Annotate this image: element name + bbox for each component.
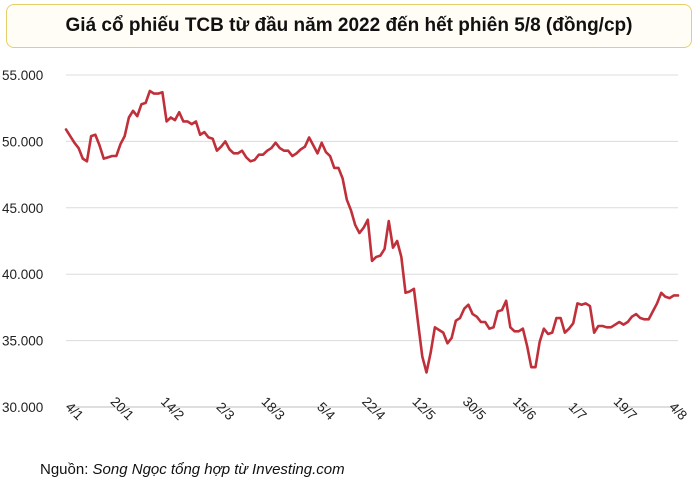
x-tick-label: 20/1 — [108, 394, 137, 423]
y-tick-label: 55.000 — [2, 68, 43, 83]
y-tick-label: 35.000 — [2, 334, 43, 349]
chart-title-box: Giá cổ phiếu TCB từ đầu năm 2022 đến hết… — [6, 4, 692, 48]
y-tick-label: 30.000 — [2, 400, 43, 415]
source-note: Nguồn: Song Ngọc tổng hợp từ Investing.c… — [40, 461, 345, 478]
y-tick-label: 40.000 — [2, 267, 43, 282]
x-tick-label: 4/1 — [63, 399, 87, 423]
chart-title: Giá cổ phiếu TCB từ đầu năm 2022 đến hết… — [65, 15, 633, 36]
x-tick-label: 2/3 — [214, 399, 238, 423]
x-tick-label: 5/4 — [314, 399, 338, 423]
x-tick-label: 1/7 — [566, 399, 590, 423]
x-tick-label: 19/7 — [611, 394, 640, 423]
x-tick-label: 14/2 — [158, 394, 187, 423]
y-tick-label: 50.000 — [2, 134, 43, 149]
x-tick-label: 4/8 — [666, 399, 690, 423]
x-tick-label: 18/3 — [259, 394, 288, 423]
x-tick-label: 15/6 — [510, 394, 539, 423]
source-name: Song Ngọc tổng hợp từ Investing.com — [92, 461, 345, 478]
y-tick-label: 45.000 — [2, 201, 43, 216]
x-tick-label: 12/5 — [409, 394, 438, 423]
source-prefix: Nguồn: — [40, 461, 93, 478]
x-tick-label: 22/4 — [359, 394, 389, 424]
x-tick-label: 30/5 — [460, 394, 489, 423]
price-series-line — [64, 89, 680, 374]
